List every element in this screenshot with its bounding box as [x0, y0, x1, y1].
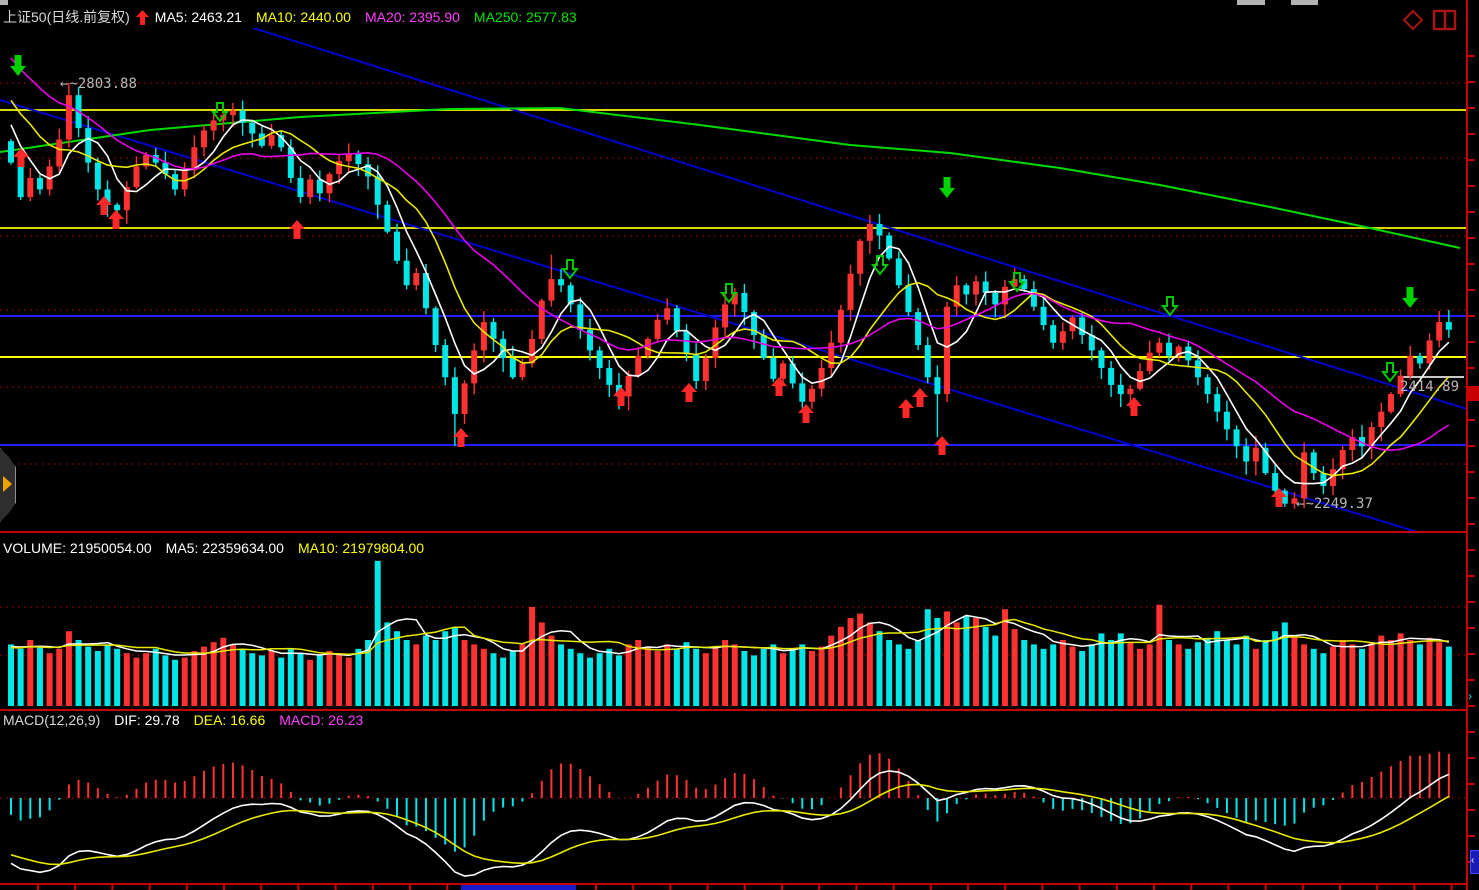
volume-ma5-line — [10, 614, 1450, 657]
horizontal-level-lines — [0, 109, 1467, 446]
volume-pane[interactable] — [0, 560, 1467, 706]
right-axis-ticks — [1468, 55, 1475, 863]
ma20-value: MA20: 2395.90 — [364, 9, 460, 25]
ma10-value: MA10: 2440.00 — [255, 9, 351, 25]
price-pane[interactable] — [0, 28, 1467, 545]
macd-indicator-header: MACD(12,26,9) DIF: 29.78 DEA: 16.66 MACD… — [3, 712, 377, 728]
sell-signal-hollow-arrows — [210, 102, 1400, 383]
dif-line — [10, 770, 1450, 877]
window-chrome-remnant — [0, 0, 8, 5]
scrollbar-thumb[interactable] — [461, 885, 576, 890]
price-annotation-text: ~2249.37 — [1305, 496, 1373, 512]
macd-histogram — [10, 751, 1450, 852]
dea-line — [10, 783, 1450, 866]
ma250-line — [0, 106, 1461, 249]
symbol-period-title[interactable]: 上证50(日线.前复权) — [3, 9, 130, 25]
sell-signal-arrows — [10, 55, 1418, 308]
volume-indicator-header: VOLUME: 21950054.00 MA5: 22359634.00 MA1… — [3, 540, 438, 556]
macd-value: MACD: 26.23 — [279, 712, 364, 728]
buy-signal-arrows — [13, 148, 1287, 507]
main-indicator-header: 上证50(日线.前复权) MA5: 2463.21 MA10: 2440.00 … — [3, 7, 591, 27]
scroll-right-icon[interactable]: › — [1468, 689, 1472, 703]
left-arrow-icon: ← — [60, 76, 69, 92]
price-line-label: 2414.89 — [1400, 379, 1459, 395]
pane-separators — [0, 531, 1467, 711]
diamond-icon[interactable] — [1402, 8, 1424, 32]
trend-lines — [0, 28, 1467, 532]
volume-bars — [8, 560, 1452, 706]
price-annotation-text: 2414.89 — [1400, 379, 1460, 395]
macd-params: MACD(12,26,9) — [3, 712, 101, 728]
window-chrome-remnant — [1237, 0, 1265, 5]
dif-value: DIF: 29.78 — [114, 712, 180, 728]
candlestick-layer — [8, 83, 1452, 509]
high-label: ←~2803.88 — [60, 76, 137, 92]
scroll-badge[interactable]: ‹ — [1470, 850, 1479, 874]
ma10-line — [10, 99, 1450, 477]
left-arrow-icon: ← — [1296, 496, 1305, 512]
low-label: ←~2249.37 — [1296, 496, 1373, 512]
ma250-value: MA250: 2577.83 — [473, 9, 577, 25]
ma20-line — [10, 57, 1450, 452]
volume-ma10-line — [10, 618, 1449, 656]
up-arrow-icon — [135, 9, 149, 25]
ma5-value: MA5: 2463.21 — [154, 9, 242, 25]
split-window-icon[interactable] — [1432, 8, 1457, 32]
window-chrome-remnant — [1291, 0, 1318, 5]
volume-value: VOLUME: 21950054.00 — [3, 540, 152, 556]
volume-ma10-value: MA10: 21979804.00 — [297, 540, 425, 556]
volume-ma5-value: MA5: 22359634.00 — [165, 540, 284, 556]
macd-pane[interactable] — [0, 751, 1467, 877]
price-tag-marker — [1468, 386, 1479, 401]
expand-panel-arrow-icon — [3, 476, 12, 492]
price-gridlines — [0, 82, 1467, 465]
time-axis-ticks — [37, 884, 1453, 890]
toolbar-icons — [1402, 8, 1457, 32]
price-annotation-text: ~2803.88 — [69, 76, 137, 92]
dea-value: DEA: 16.66 — [193, 712, 266, 728]
